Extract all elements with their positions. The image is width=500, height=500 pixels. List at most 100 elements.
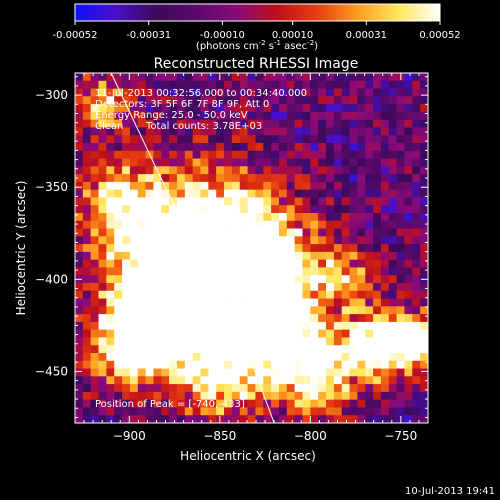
heatmap-cell (75, 127, 84, 136)
heatmap-cell (310, 275, 319, 284)
heatmap-cell (75, 259, 84, 268)
heatmap-cell (208, 368, 217, 377)
heatmap-cell (349, 166, 358, 175)
heatmap-cell (161, 329, 170, 338)
heatmap-cell (161, 399, 170, 408)
heatmap-cell (263, 166, 272, 175)
heatmap-cell (161, 391, 170, 401)
heatmap-cell (318, 368, 327, 377)
heatmap-cell (122, 306, 131, 315)
heatmap-cell (176, 181, 186, 191)
heatmap-cell (231, 267, 241, 276)
heatmap-cell (302, 111, 311, 121)
heatmap-cell (341, 399, 350, 408)
heatmap-cell (90, 213, 99, 222)
heatmap-cell (224, 127, 233, 136)
heatmap-cell (239, 384, 248, 393)
heatmap-cell (98, 158, 107, 167)
heatmap-cell (357, 306, 366, 315)
heatmap-cell (176, 135, 186, 144)
heatmap-cell (169, 205, 178, 214)
heatmap-cell (200, 415, 209, 423)
heatmap-cell (176, 267, 186, 276)
heatmap-cell (114, 127, 123, 136)
heatmap-cell (153, 220, 162, 229)
heatmap-cell (380, 391, 390, 401)
heatmap-cell (255, 251, 264, 261)
heatmap-cell (373, 205, 382, 214)
heatmap-cell (247, 329, 256, 338)
heatmap-cell (98, 73, 107, 82)
heatmap-cell (114, 353, 123, 362)
heatmap-cell (333, 353, 343, 362)
heatmap-cell (75, 158, 84, 167)
heatmap-cell (302, 220, 311, 229)
heatmap-cell (388, 213, 398, 222)
heatmap-cell (388, 384, 398, 393)
y-tick-label: −300 (35, 88, 68, 102)
heatmap-cell (294, 181, 303, 191)
heatmap-cell (169, 228, 178, 237)
heatmap-cell (114, 329, 123, 338)
heatmap-cell (216, 80, 225, 89)
heatmap-cell (286, 267, 296, 276)
heatmap-cell (326, 197, 335, 206)
heatmap-cell (176, 197, 186, 206)
heatmap-cell (169, 391, 178, 401)
heatmap-cell (310, 220, 319, 229)
heatmap-cell (341, 236, 350, 245)
heatmap-cell (122, 283, 131, 292)
heatmap-cell (153, 368, 162, 377)
heatmap-cell (98, 150, 107, 159)
heatmap-cell (294, 298, 303, 307)
heatmap-cell (153, 399, 162, 408)
heatmap-cell (137, 329, 146, 338)
heatmap-cell (341, 220, 350, 229)
heatmap-cell (216, 111, 225, 121)
heatmap-cell (263, 127, 272, 136)
heatmap-cell (224, 228, 233, 237)
heatmap-cell (184, 415, 194, 423)
heatmap-cell (161, 127, 170, 136)
heatmap-cell (247, 143, 256, 152)
heatmap-cell (90, 96, 99, 105)
heatmap-cell (349, 391, 358, 401)
heatmap-cell (357, 337, 366, 346)
heatmap-cell (176, 88, 186, 97)
heatmap-cell (310, 360, 319, 369)
heatmap-cell (420, 197, 428, 206)
heatmap-cell (294, 119, 303, 128)
heatmap-cell (137, 376, 146, 385)
heatmap-cell (145, 314, 154, 323)
heatmap-cell (365, 306, 374, 315)
heatmap-cell (82, 275, 92, 284)
heatmap-cell (271, 127, 280, 136)
heatmap-cell (333, 80, 343, 89)
heatmap-cell (208, 189, 217, 198)
heatmap-cell (255, 384, 264, 393)
heatmap-cell (278, 321, 288, 331)
heatmap-cell (357, 73, 366, 82)
heatmap-cell (365, 399, 374, 408)
heatmap-cell (271, 376, 280, 385)
heatmap-cell (239, 213, 248, 222)
heatmap-cell (153, 228, 162, 237)
heatmap-cell (114, 88, 123, 97)
heatmap-cell (184, 267, 194, 276)
heatmap-cell (278, 197, 288, 206)
heatmap-cell (396, 213, 405, 222)
heatmap-cell (216, 236, 225, 245)
heatmap-cell (208, 236, 217, 245)
heatmap-cell (176, 345, 186, 354)
heatmap-cell (106, 236, 115, 245)
heatmap-cell (318, 174, 327, 183)
heatmap-cell (192, 166, 201, 175)
heatmap-cell (396, 399, 405, 408)
heatmap-cell (192, 321, 201, 331)
heatmap-cell (161, 143, 170, 152)
heatmap-cell (231, 220, 241, 229)
heatmap-cell (247, 298, 256, 307)
heatmap-cell (239, 306, 248, 315)
heatmap-cell (357, 111, 366, 121)
heatmap-cell (114, 415, 123, 423)
